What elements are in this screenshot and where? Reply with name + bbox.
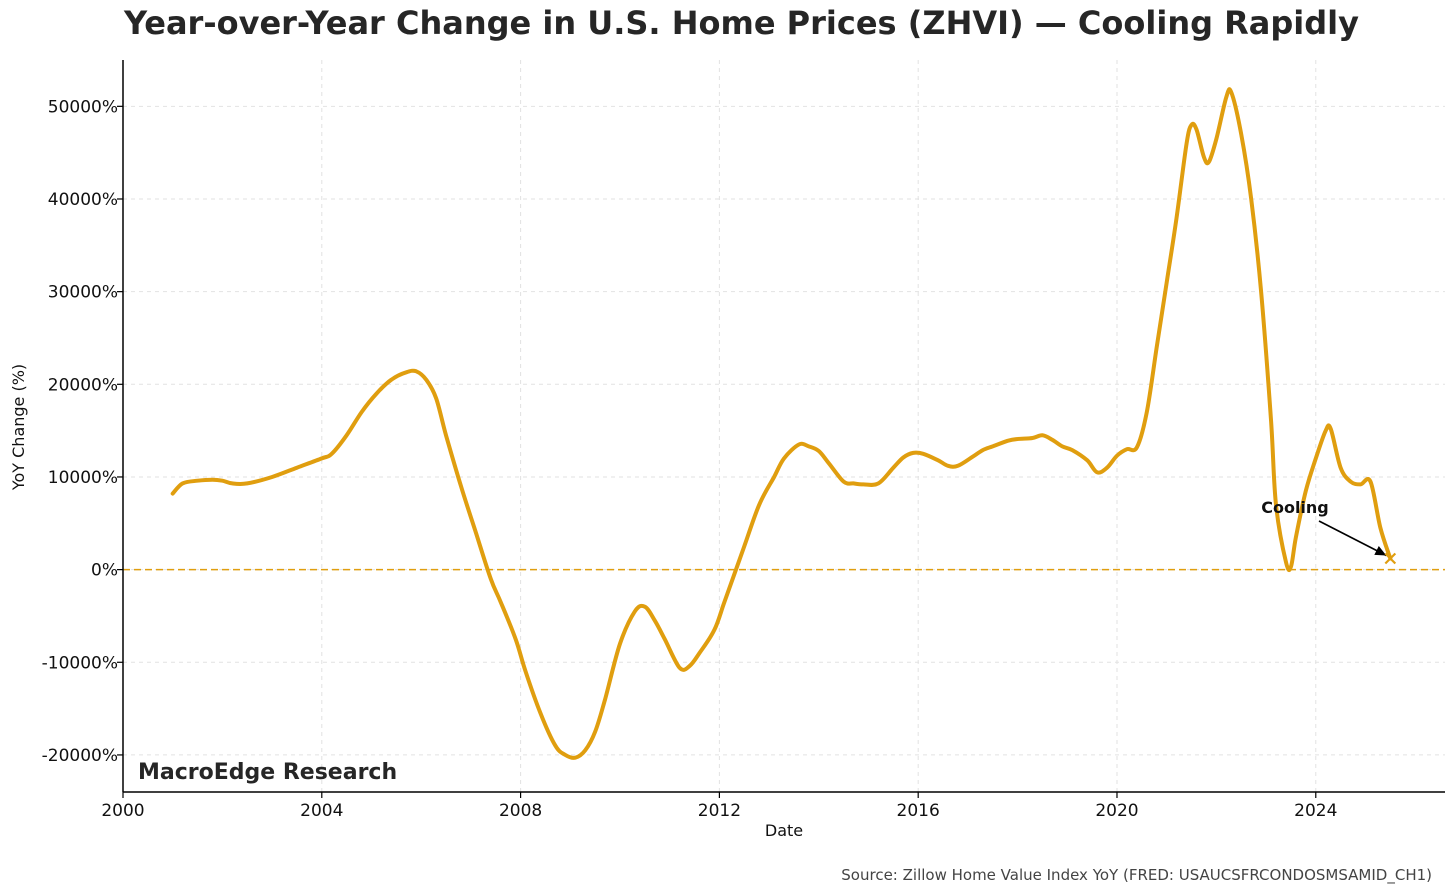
y-tick-label: 50000% xyxy=(48,97,118,117)
y-tick-label: 40000% xyxy=(48,190,118,210)
x-tick-label: 2016 xyxy=(897,801,940,821)
x-tick-label: 2008 xyxy=(499,801,542,821)
x-tick-label: 2012 xyxy=(698,801,741,821)
y-tick-label: 30000% xyxy=(48,283,118,303)
watermark-macroedge-research: MacroEdge Research xyxy=(138,760,397,785)
chart-title: Year-over-Year Change in U.S. Home Price… xyxy=(124,4,1359,42)
annotation: Cooling xyxy=(1261,498,1397,565)
tick-labels: 2000 2004 2008 2012 2016 2020 2024 -20000% -1000… xyxy=(42,97,1338,821)
y-axis-title: YoY Change (%) xyxy=(9,364,28,491)
y-tick-label: 0% xyxy=(91,561,118,581)
annotation-arrow xyxy=(1318,520,1387,557)
series-line-zhvi-yoy xyxy=(170,87,1393,760)
y-tick-label: -20000% xyxy=(42,746,118,766)
x-tick-label: 2020 xyxy=(1095,801,1138,821)
x-tick-label: 2024 xyxy=(1294,801,1337,821)
y-tick-label: 10000% xyxy=(48,468,118,488)
y-tick-label: -10000% xyxy=(42,653,118,673)
annotation-cooling-label: Cooling xyxy=(1261,498,1329,517)
x-axis-title: Date xyxy=(765,821,803,840)
axes xyxy=(122,60,1445,793)
y-tick-label: 20000% xyxy=(48,375,118,395)
x-tick-label: 2004 xyxy=(300,801,343,821)
source-note: Source: Zillow Home Value Index YoY (FRE… xyxy=(841,866,1432,884)
x-tick-label: 2000 xyxy=(101,801,144,821)
latest-point-marker xyxy=(1384,552,1397,565)
series-lines xyxy=(170,87,1393,760)
annotation-arrowhead xyxy=(1374,546,1387,556)
